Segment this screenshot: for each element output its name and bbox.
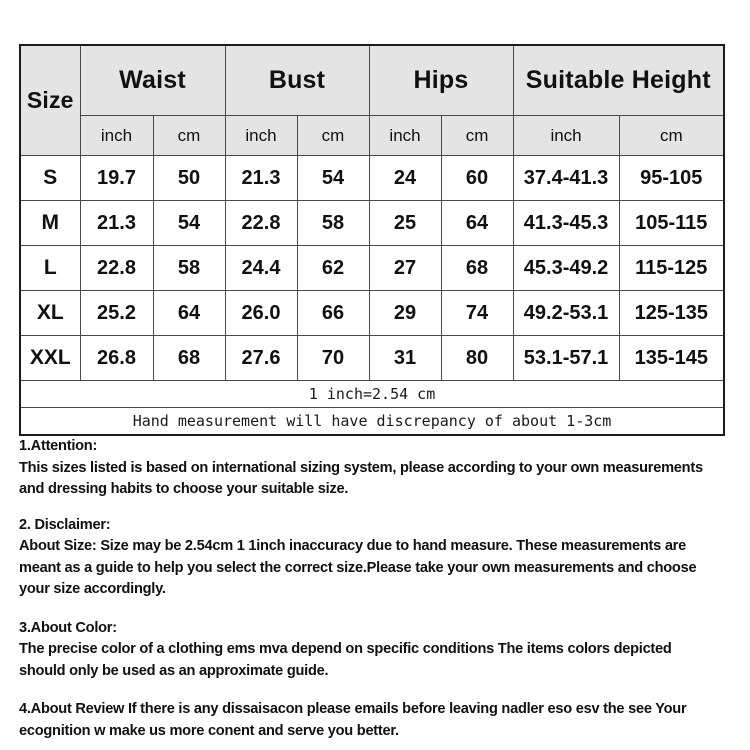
size-table-container: Size Waist Bust Hips Suitable Height inc… <box>19 44 726 436</box>
cell-hips-inch: 29 <box>368 290 442 336</box>
column-group-size: Size <box>19 44 81 156</box>
cell-bust-inch: 22.8 <box>224 200 298 246</box>
cell-bust-inch: 27.6 <box>224 335 298 381</box>
cell-waist-inch: 19.7 <box>79 155 154 201</box>
column-group-suitable-height: Suitable Height <box>512 44 725 116</box>
cell-hips-cm: 80 <box>440 335 514 381</box>
note-heading-about-color: 3.About Color: <box>19 619 117 636</box>
note-line: and dressing habits to choose your suita… <box>19 481 349 497</box>
note-line: 4.About Review If there is any dissaisac… <box>19 701 687 717</box>
note-block-attention: 1.Attention: This sizes listed is based … <box>19 436 733 501</box>
cell-hips-cm: 64 <box>440 200 514 246</box>
cell-hips-inch: 31 <box>368 335 442 381</box>
size-chart-table: Size Waist Bust Hips Suitable Height inc… <box>19 44 726 436</box>
note-block-disclaimer: 2. Disclaimer: About Size: Size may be 2… <box>19 515 733 601</box>
cell-waist-cm: 58 <box>152 245 226 291</box>
note-line: This sizes listed is based on internatio… <box>19 459 703 476</box>
note-line: meant as a guide to help you select the … <box>19 559 697 576</box>
cell-waist-cm: 68 <box>152 335 226 381</box>
table-row: XXL 26.8 68 27.6 70 31 80 53.1-57.1 135-… <box>19 335 725 381</box>
unit-waist-cm: cm <box>152 115 226 156</box>
cell-size: XXL <box>19 335 81 381</box>
table-footer-conversion-row: 1 inch=2.54 cm <box>19 380 725 408</box>
notes-section: 1.Attention: This sizes listed is based … <box>19 436 733 742</box>
cell-height-inch: 45.3-49.2 <box>512 245 620 291</box>
cell-height-cm: 95-105 <box>618 155 725 201</box>
cell-size: S <box>19 155 81 201</box>
cell-bust-cm: 70 <box>296 335 370 381</box>
cell-height-inch: 41.3-45.3 <box>512 200 620 246</box>
cell-bust-cm: 54 <box>296 155 370 201</box>
cell-waist-cm: 64 <box>152 290 226 336</box>
column-group-hips: Hips <box>368 44 514 116</box>
cell-height-cm: 105-115 <box>618 200 725 246</box>
cell-bust-inch: 24.4 <box>224 245 298 291</box>
table-footer-discrepancy-row: Hand measurement will have discrepancy o… <box>19 407 725 436</box>
cell-height-cm: 115-125 <box>618 245 725 291</box>
note-heading-disclaimer: 2. Disclaimer: <box>19 516 111 533</box>
cell-waist-cm: 50 <box>152 155 226 201</box>
note-line: should only be used as an approximate gu… <box>19 662 329 679</box>
cell-size: XL <box>19 290 81 336</box>
table-unit-header-row: inch cm inch cm inch cm inch cm <box>20 115 725 156</box>
unit-height-cm: cm <box>618 115 725 156</box>
unit-waist-inch: inch <box>79 115 154 156</box>
table-row: L 22.8 58 24.4 62 27 68 45.3-49.2 115-12… <box>19 245 725 291</box>
cell-size: L <box>19 245 81 291</box>
cell-waist-cm: 54 <box>152 200 226 246</box>
note-block-about-review: 4.About Review If there is any dissaisac… <box>19 699 733 742</box>
cell-bust-cm: 58 <box>296 200 370 246</box>
cell-waist-inch: 26.8 <box>79 335 154 381</box>
cell-height-inch: 49.2-53.1 <box>512 290 620 336</box>
table-row: S 19.7 50 21.3 54 24 60 37.4-41.3 95-105 <box>19 155 725 201</box>
cell-height-inch: 53.1-57.1 <box>512 335 620 381</box>
cell-height-cm: 135-145 <box>618 335 725 381</box>
cell-hips-cm: 60 <box>440 155 514 201</box>
column-group-bust: Bust <box>224 44 370 116</box>
unit-hips-inch: inch <box>368 115 442 156</box>
cell-waist-inch: 22.8 <box>79 245 154 291</box>
table-row: XL 25.2 64 26.0 66 29 74 49.2-53.1 125-1… <box>19 290 725 336</box>
cell-hips-inch: 24 <box>368 155 442 201</box>
inch-cm-conversion-note: 1 inch=2.54 cm <box>19 380 725 408</box>
cell-bust-cm: 62 <box>296 245 370 291</box>
hand-measurement-note: Hand measurement will have discrepancy o… <box>19 407 725 436</box>
cell-hips-inch: 25 <box>368 200 442 246</box>
note-line: The precise color of a clothing ems mva … <box>19 641 672 657</box>
cell-height-inch: 37.4-41.3 <box>512 155 620 201</box>
cell-bust-cm: 66 <box>296 290 370 336</box>
cell-size: M <box>19 200 81 246</box>
cell-height-cm: 125-135 <box>618 290 725 336</box>
note-line: your size accordingly. <box>19 581 166 597</box>
cell-bust-inch: 26.0 <box>224 290 298 336</box>
table-group-header-row: Size Waist Bust Hips Suitable Height <box>19 44 725 156</box>
cell-waist-inch: 21.3 <box>79 200 154 246</box>
unit-height-inch: inch <box>512 115 620 156</box>
cell-hips-inch: 27 <box>368 245 442 291</box>
column-group-waist: Waist <box>79 44 226 116</box>
table-row: M 21.3 54 22.8 58 25 64 41.3-45.3 105-11… <box>19 200 725 246</box>
unit-bust-cm: cm <box>296 115 370 156</box>
note-block-about-color: 3.About Color: The precise color of a cl… <box>19 618 733 683</box>
note-line: About Size: Size may be 2.54cm 1 1inch i… <box>19 538 686 554</box>
cell-hips-cm: 68 <box>440 245 514 291</box>
unit-hips-cm: cm <box>440 115 514 156</box>
note-line: ecognition w make us more conent and ser… <box>19 722 399 739</box>
note-heading-attention: 1.Attention: <box>19 438 98 454</box>
cell-waist-inch: 25.2 <box>79 290 154 336</box>
cell-hips-cm: 74 <box>440 290 514 336</box>
cell-bust-inch: 21.3 <box>224 155 298 201</box>
unit-bust-inch: inch <box>224 115 298 156</box>
